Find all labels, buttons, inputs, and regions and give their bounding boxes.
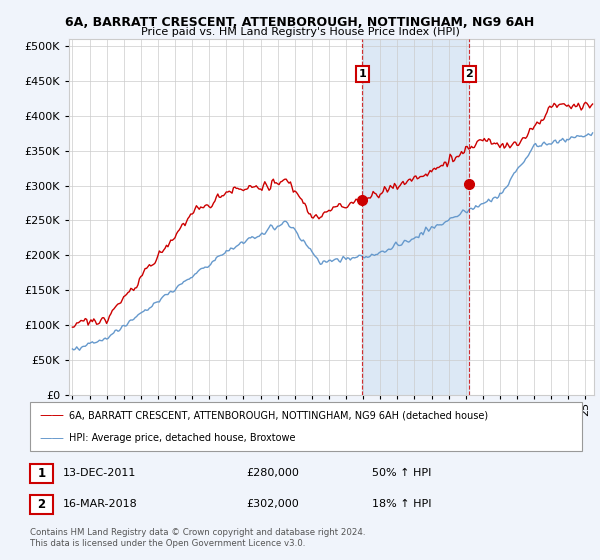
Text: £302,000: £302,000 xyxy=(246,499,299,509)
Text: 6A, BARRATT CRESCENT, ATTENBOROUGH, NOTTINGHAM, NG9 6AH (detached house): 6A, BARRATT CRESCENT, ATTENBOROUGH, NOTT… xyxy=(69,410,488,421)
Text: 6A, BARRATT CRESCENT, ATTENBOROUGH, NOTTINGHAM, NG9 6AH: 6A, BARRATT CRESCENT, ATTENBOROUGH, NOTT… xyxy=(65,16,535,29)
Text: 18% ↑ HPI: 18% ↑ HPI xyxy=(372,499,431,509)
Text: 16-MAR-2018: 16-MAR-2018 xyxy=(63,499,138,509)
Text: 1: 1 xyxy=(37,466,46,480)
Text: 13-DEC-2011: 13-DEC-2011 xyxy=(63,468,136,478)
Text: 1: 1 xyxy=(359,69,367,79)
Text: Price paid vs. HM Land Registry's House Price Index (HPI): Price paid vs. HM Land Registry's House … xyxy=(140,27,460,37)
Text: 2: 2 xyxy=(466,69,473,79)
Text: 2: 2 xyxy=(37,497,46,511)
Bar xyxy=(362,39,469,395)
Text: HPI: Average price, detached house, Broxtowe: HPI: Average price, detached house, Brox… xyxy=(69,433,296,444)
Text: ——: —— xyxy=(39,432,64,445)
Text: £280,000: £280,000 xyxy=(246,468,299,478)
Text: ——: —— xyxy=(39,409,64,422)
Text: Contains HM Land Registry data © Crown copyright and database right 2024.
This d: Contains HM Land Registry data © Crown c… xyxy=(30,528,365,548)
Text: 50% ↑ HPI: 50% ↑ HPI xyxy=(372,468,431,478)
